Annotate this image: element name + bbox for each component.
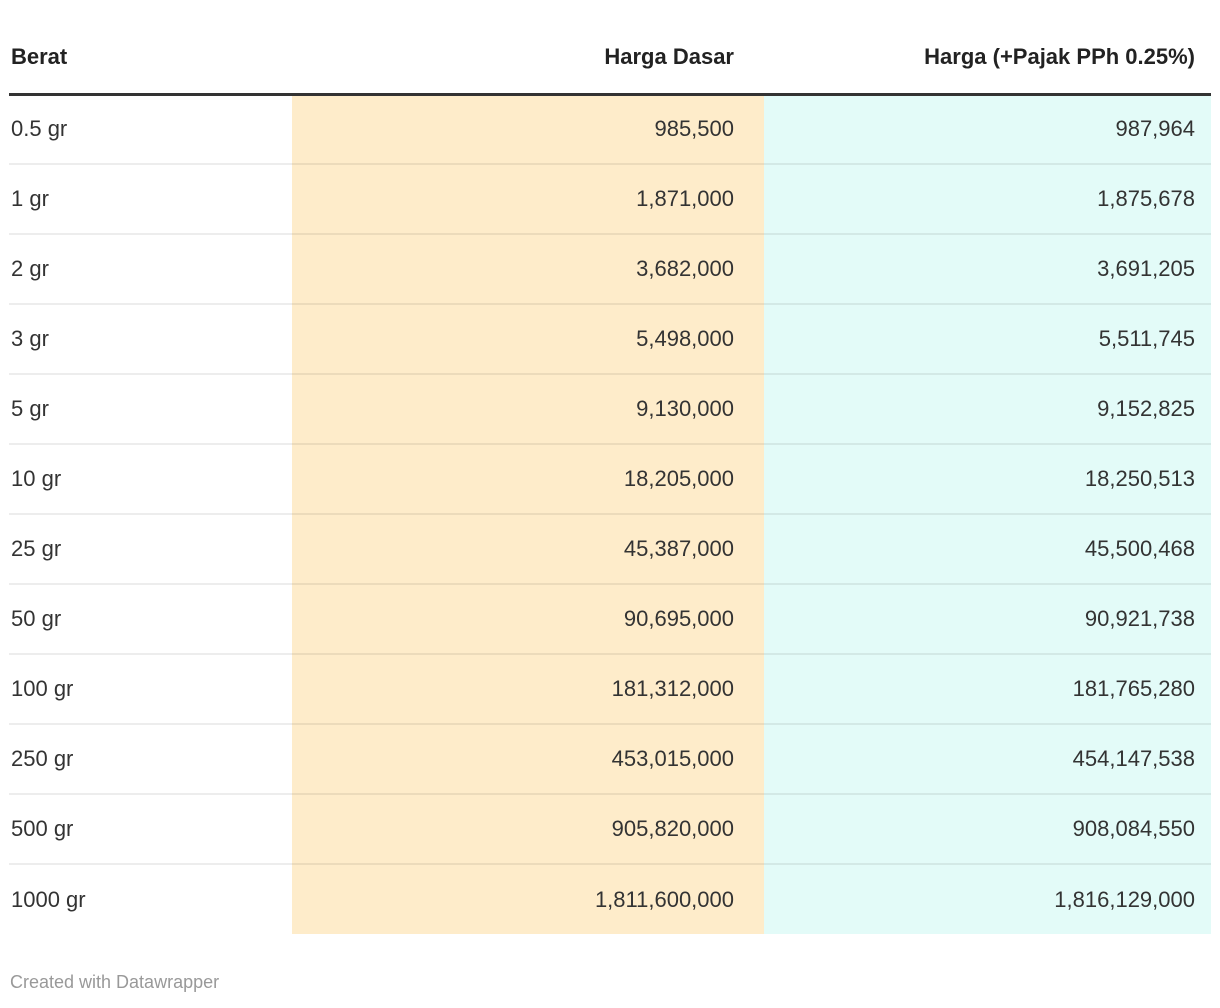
table-row: 3 gr 5,498,000 5,511,745 — [9, 304, 1211, 375]
cell-harga-pajak: 90,921,738 — [764, 584, 1211, 655]
cell-berat: 250 gr — [9, 724, 292, 795]
cell-harga-dasar: 905,820,000 — [292, 794, 764, 865]
cell-harga-dasar: 1,811,600,000 — [292, 864, 764, 934]
cell-harga-dasar: 9,130,000 — [292, 374, 764, 445]
cell-harga-pajak: 9,152,825 — [764, 374, 1211, 445]
header-row: Berat Harga Dasar Harga (+Pajak PPh 0.25… — [9, 0, 1211, 96]
cell-harga-pajak: 3,691,205 — [764, 234, 1211, 305]
table-row: 10 gr 18,205,000 18,250,513 — [9, 444, 1211, 515]
cell-harga-pajak: 908,084,550 — [764, 794, 1211, 865]
cell-berat: 0.5 gr — [9, 94, 292, 165]
table-row: 1000 gr 1,811,600,000 1,816,129,000 — [9, 864, 1211, 934]
cell-harga-pajak: 454,147,538 — [764, 724, 1211, 795]
cell-harga-pajak: 181,765,280 — [764, 654, 1211, 725]
column-header-berat: Berat — [9, 0, 292, 96]
cell-harga-dasar: 1,871,000 — [292, 164, 764, 235]
column-header-harga-pajak: Harga (+Pajak PPh 0.25%) — [764, 0, 1211, 96]
cell-harga-dasar: 3,682,000 — [292, 234, 764, 305]
datawrapper-attribution-link[interactable]: Created with Datawrapper — [10, 972, 220, 992]
cell-harga-pajak: 1,816,129,000 — [764, 864, 1211, 934]
cell-harga-dasar: 5,498,000 — [292, 304, 764, 375]
column-header-harga-dasar: Harga Dasar — [292, 0, 764, 96]
table-row: 25 gr 45,387,000 45,500,468 — [9, 514, 1211, 585]
table-header: Berat Harga Dasar Harga (+Pajak PPh 0.25… — [9, 0, 1211, 96]
cell-berat: 1000 gr — [9, 864, 292, 934]
table-row: 5 gr 9,130,000 9,152,825 — [9, 374, 1211, 445]
table-row: 1 gr 1,871,000 1,875,678 — [9, 164, 1211, 235]
table-row: 250 gr 453,015,000 454,147,538 — [9, 724, 1211, 795]
table-body: 0.5 gr 985,500 987,964 1 gr 1,871,000 1,… — [9, 94, 1211, 934]
cell-berat: 1 gr — [9, 164, 292, 235]
cell-harga-dasar: 18,205,000 — [292, 444, 764, 515]
table-row: 500 gr 905,820,000 908,084,550 — [9, 794, 1211, 865]
cell-berat: 500 gr — [9, 794, 292, 865]
cell-berat: 25 gr — [9, 514, 292, 585]
cell-harga-dasar: 181,312,000 — [292, 654, 764, 725]
price-table: Berat Harga Dasar Harga (+Pajak PPh 0.25… — [9, 0, 1211, 934]
cell-harga-dasar: 90,695,000 — [292, 584, 764, 655]
cell-harga-dasar: 45,387,000 — [292, 514, 764, 585]
cell-berat: 10 gr — [9, 444, 292, 515]
cell-harga-pajak: 1,875,678 — [764, 164, 1211, 235]
cell-berat: 100 gr — [9, 654, 292, 725]
cell-berat: 50 gr — [9, 584, 292, 655]
table-row: 2 gr 3,682,000 3,691,205 — [9, 234, 1211, 305]
cell-harga-pajak: 5,511,745 — [764, 304, 1211, 375]
cell-berat: 3 gr — [9, 304, 292, 375]
table-row: 0.5 gr 985,500 987,964 — [9, 94, 1211, 165]
table-row: 50 gr 90,695,000 90,921,738 — [9, 584, 1211, 655]
attribution: Created with Datawrapper — [10, 970, 1211, 994]
cell-berat: 2 gr — [9, 234, 292, 305]
cell-berat: 5 gr — [9, 374, 292, 445]
cell-harga-pajak: 987,964 — [764, 94, 1211, 165]
cell-harga-pajak: 18,250,513 — [764, 444, 1211, 515]
cell-harga-pajak: 45,500,468 — [764, 514, 1211, 585]
cell-harga-dasar: 453,015,000 — [292, 724, 764, 795]
cell-harga-dasar: 985,500 — [292, 94, 764, 165]
table-row: 100 gr 181,312,000 181,765,280 — [9, 654, 1211, 725]
